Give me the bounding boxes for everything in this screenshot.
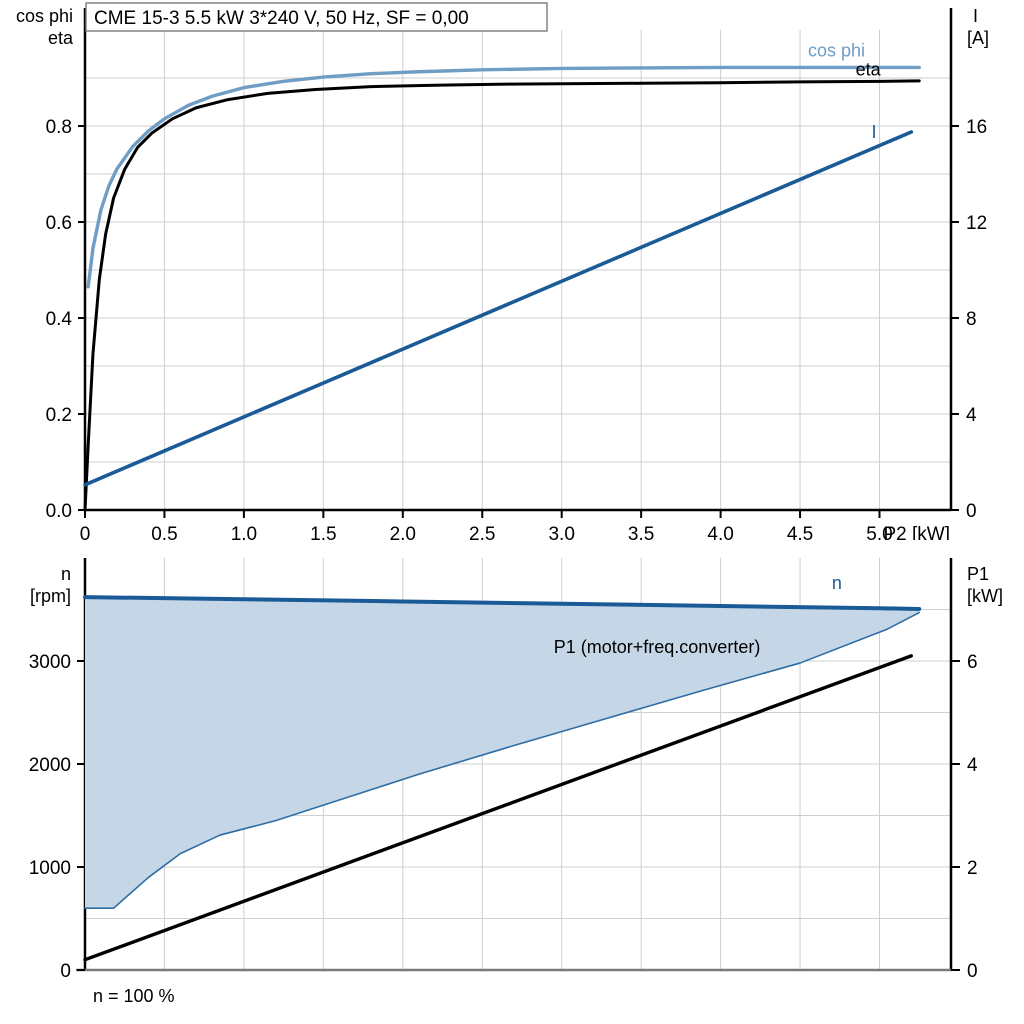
y-axis-label-right-line1: P1 <box>967 564 989 584</box>
tick-label-right: 16 <box>966 117 987 138</box>
tick-label-right: 0 <box>966 501 977 522</box>
curve-p1-motor-freq-converter- <box>83 654 913 962</box>
tick-label-left: 3000 <box>29 652 71 673</box>
tick-label-right: 6 <box>967 652 978 673</box>
title-box: CME 15-3 5.5 kW 3*240 V, 50 Hz, SF = 0,0… <box>85 2 548 32</box>
tick-label-left: 1000 <box>29 858 71 879</box>
y-axis-label-left-line1: cos phi <box>16 6 73 26</box>
top-chart-panel: 0.0 0.2 0.4 0.6 0.8 0 4 8 12 16 0 0.5 1.0 1.5 2.0 2.5 3.… <box>16 2 989 540</box>
tick-label-bottom: 4.5 <box>787 524 813 540</box>
tick-label-left: 0.8 <box>46 117 72 138</box>
title-box-rect <box>85 2 548 32</box>
title-text: CME 15-3 5.5 kW 3*240 V, 50 Hz, SF = 0,0… <box>94 8 469 29</box>
curve-eta <box>83 79 921 512</box>
x-axis-label: P2 [kW] <box>883 524 950 540</box>
tick-label-left: 0 <box>60 961 71 982</box>
tick-label-right: 4 <box>966 405 977 426</box>
tick-label-right: 2 <box>967 858 978 879</box>
tick-label-right: 8 <box>966 309 977 330</box>
tick-label-right: 12 <box>966 213 987 234</box>
tick-label-bottom: 1.0 <box>231 524 257 540</box>
tick-label-left: 0.2 <box>46 405 72 426</box>
curve-cos-phi <box>86 65 921 289</box>
curve-label-current: I <box>872 122 877 142</box>
tick-label-bottom: 2.0 <box>390 524 416 540</box>
tick-label-right: 0 <box>967 961 978 982</box>
tick-label-left: 2000 <box>29 755 71 776</box>
tick-label-bottom: 5.0 <box>866 524 892 540</box>
curve-label-cos-phi: cos phi <box>808 40 865 60</box>
y-axis-label-left-line2: [rpm] <box>30 586 71 606</box>
y-axis-label-right-line1: I <box>973 6 978 26</box>
curve-i <box>83 130 914 487</box>
tick-label-left: 0.0 <box>46 501 72 522</box>
curve-n <box>83 595 922 611</box>
tick-label-bottom: 0 <box>80 524 91 540</box>
tick-label-bottom: 3.5 <box>628 524 654 540</box>
tick-label-left: 0.6 <box>46 213 72 234</box>
curve-n-min-speed-range-lower-bound- <box>84 611 921 909</box>
y-axis-label-right-line2: [A] <box>967 28 989 48</box>
tick-label-right: 4 <box>967 755 978 776</box>
tick-label-left: 0.4 <box>46 309 73 330</box>
curve-label-n: n <box>832 573 842 593</box>
tick-label-bottom: 2.5 <box>469 524 495 540</box>
tick-label-bottom: 0.5 <box>151 524 177 540</box>
y-axis-label-left-line2: eta <box>48 28 74 48</box>
curve-label-p1: P1 (motor+freq.converter) <box>554 637 761 657</box>
y-axis-label-left-line1: n <box>61 564 71 584</box>
tick-label-bottom: 1.5 <box>310 524 336 540</box>
tick-label-bottom: 4.0 <box>707 524 733 540</box>
curve-label-eta: eta <box>856 60 882 80</box>
bottom-chart-panel: 0 1000 2000 3000 0 2 4 6 n [rpm] P1 [kW] n P1 (motor+… <box>0 548 1024 1024</box>
y-axis-label-right-line2: [kW] <box>967 586 1003 606</box>
top-chart-svg: 0.0 0.2 0.4 0.6 0.8 0 4 8 12 16 0 0.5 1.0 1.5 2.0 2.5 3.… <box>16 2 989 540</box>
footer-note: n = 100 % <box>93 986 175 1006</box>
tick-label-bottom: 3.0 <box>548 524 574 540</box>
speed-range-band <box>85 597 920 909</box>
